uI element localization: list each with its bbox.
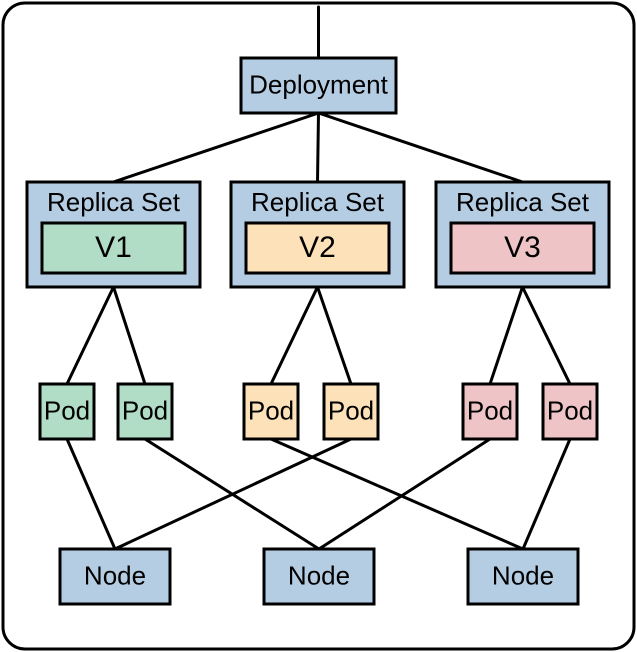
replicaset-3-version: V3 [451,223,594,273]
pod-4: Pod [324,384,378,439]
edge-7 [318,287,352,384]
pod-5-label: Pod [467,395,513,425]
edge-13 [115,439,351,549]
pod-2-label: Pod [122,395,168,425]
edge-8 [490,287,523,384]
pod-6: Pod [543,384,597,439]
pod-1: Pod [40,384,94,439]
replicaset-2-box-label: Replica Set [251,187,385,217]
pod-3-label: Pod [248,395,294,425]
pod-6-label: Pod [547,395,593,425]
replicaset-3-box-label: Replica Set [456,187,590,217]
deployment-box-label: Deployment [249,69,389,99]
edge-4 [67,287,114,384]
pod-4-label: Pod [328,395,374,425]
deployment-box: Deployment [241,58,396,113]
edge-1 [114,113,319,182]
node-1-label: Node [84,560,146,590]
edge-6 [271,287,318,384]
edge-10 [67,439,115,549]
edge-9 [523,287,571,384]
edge-15 [523,439,570,549]
edge-3 [319,113,523,182]
replicaset-2-version-label: V2 [299,231,336,264]
edge-14 [319,439,490,549]
node-3: Node [468,549,578,604]
pod-5: Pod [463,384,517,439]
pod-3: Pod [244,384,298,439]
replicaset-1-box-label: Replica Set [47,187,181,217]
pod-2: Pod [118,384,172,439]
node-2-label: Node [288,560,350,590]
pod-1-label: Pod [44,395,90,425]
replicaset-3-version-label: V3 [504,231,541,264]
edge-5 [114,287,146,384]
kubernetes-hierarchy-diagram: Deployment Replica Set V1 Replica Set V2 Repl… [0,0,637,652]
node-2: Node [264,549,374,604]
replicaset-1-version: V1 [42,223,185,273]
edge-12 [271,439,523,549]
replicaset-2-version: V2 [246,223,389,273]
node-1: Node [60,549,170,604]
replicaset-1-version-label: V1 [95,231,132,264]
edge-2 [318,113,319,182]
node-3-label: Node [492,560,554,590]
